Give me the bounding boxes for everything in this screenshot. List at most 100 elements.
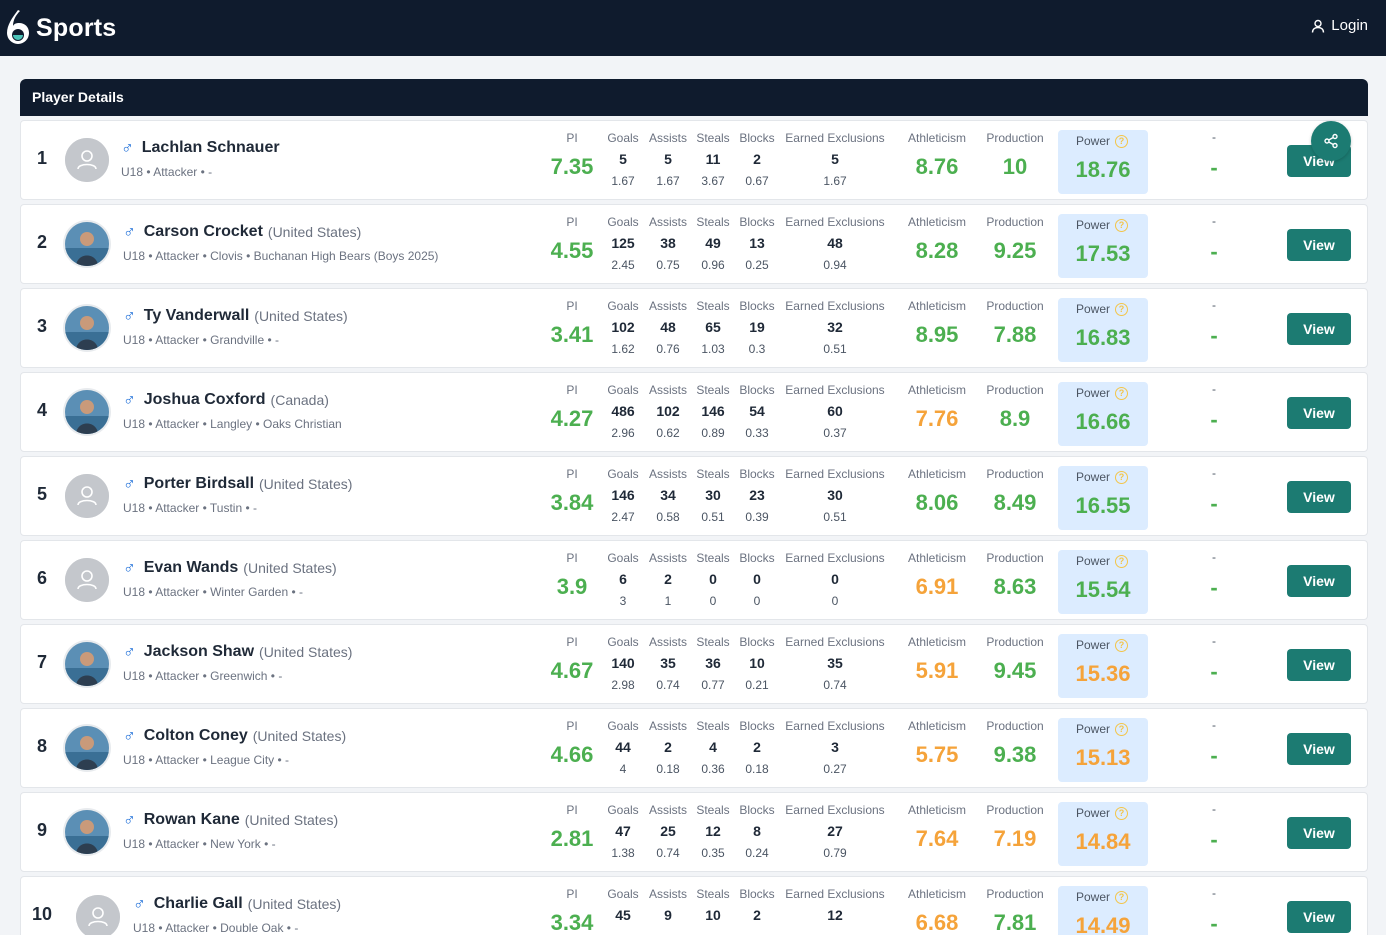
assists-label: Assists (648, 215, 687, 229)
steals-label: Steals (696, 719, 730, 733)
avatar-placeholder-icon[interactable] (65, 474, 109, 518)
player-row[interactable]: 5 ♂ Porter Birdsall (United States) U18 … (20, 456, 1368, 536)
player-photo[interactable] (65, 306, 109, 350)
blocks-label: Blocks (739, 887, 775, 901)
player-meta: U18 • Attacker • League City • - (123, 753, 290, 767)
production-value: 7.19 (993, 826, 1037, 851)
view-button[interactable]: View (1287, 733, 1351, 765)
player-row[interactable]: 1 ♂ Lachlan Schnauer U18 • Attacker • - … (20, 120, 1368, 200)
assists-avg: 0.76 (656, 342, 680, 356)
assists-value: 34 (660, 487, 676, 503)
player-name[interactable]: ♂ Lachlan Schnauer (121, 138, 285, 158)
player-row[interactable]: 10 ♂ Charlie Gall (United States) U18 • … (20, 876, 1368, 935)
assists-value: 38 (660, 235, 676, 251)
player-row[interactable]: 8 ♂ Colton Coney (United States) U18 • A… (20, 708, 1368, 788)
avatar-placeholder-icon[interactable] (65, 138, 109, 182)
help-icon[interactable]: ? (1115, 470, 1129, 484)
help-icon[interactable]: ? (1115, 890, 1129, 904)
player-name[interactable]: ♂ Charlie Gall (United States) (133, 894, 341, 914)
power-box: Power ? 18.76 (1058, 130, 1148, 194)
help-icon[interactable]: ? (1115, 386, 1129, 400)
view-button[interactable]: View (1287, 649, 1351, 681)
production-value: 8.49 (993, 490, 1037, 515)
rank: 5 (36, 484, 47, 504)
steals-value: 36 (705, 655, 721, 671)
player-photo[interactable] (65, 642, 109, 686)
help-icon[interactable]: ? (1115, 722, 1129, 736)
help-icon[interactable]: ? (1115, 638, 1129, 652)
assists-value: 2 (664, 571, 672, 587)
goals-avg: 2.45 (611, 258, 635, 272)
goals-label: Goals (607, 215, 639, 229)
avatar-placeholder-icon[interactable] (65, 558, 109, 602)
pi-value: 3.84 (550, 490, 594, 515)
player-name-text: Joshua Coxford (143, 391, 266, 408)
player-row[interactable]: 9 ♂ Rowan Kane (United States) U18 • Att… (20, 792, 1368, 872)
goals-value: 6 (619, 571, 627, 587)
assists-label: Assists (648, 551, 687, 565)
pi-label: PI (566, 467, 578, 481)
steals-value: 11 (705, 151, 721, 167)
view-button[interactable]: View (1287, 313, 1351, 345)
steals-avg: 1.03 (701, 342, 725, 356)
earned-exclusions-label: Earned Exclusions (785, 635, 885, 649)
player-name[interactable]: ♂ Ty Vanderwall (United States) (123, 306, 348, 326)
view-button[interactable]: View (1287, 397, 1351, 429)
help-icon[interactable]: ? (1115, 806, 1129, 820)
male-icon: ♂ (123, 558, 136, 577)
player-name-text: Colton Coney (143, 727, 248, 744)
view-button[interactable]: View (1287, 901, 1351, 933)
athleticism-label: Athleticism (907, 887, 966, 901)
help-icon[interactable]: ? (1115, 218, 1129, 232)
power-value: 16.55 (1075, 493, 1131, 518)
production-label: Production (986, 887, 1044, 901)
production-value: 7.81 (993, 910, 1037, 935)
share-button[interactable] (1311, 121, 1351, 161)
brand-logo[interactable]: Sports (4, 8, 116, 48)
assists-value: 48 (660, 319, 676, 335)
player-row[interactable]: 4 ♂ Joshua Coxford (Canada) U18 • Attack… (20, 372, 1368, 452)
athleticism-label: Athleticism (907, 131, 966, 145)
share-icon (1324, 133, 1338, 149)
login-button[interactable]: Login (1311, 17, 1368, 34)
view-button[interactable]: View (1287, 565, 1351, 597)
earned-exclusions-label: Earned Exclusions (785, 383, 885, 397)
player-row[interactable]: 2 ♂ Carson Crocket (United States) U18 •… (20, 204, 1368, 284)
production-value: 9.45 (993, 658, 1037, 683)
assists-value: 35 (660, 655, 676, 671)
production-label: Production (986, 803, 1044, 817)
player-name[interactable]: ♂ Rowan Kane (United States) (123, 810, 338, 830)
player-photo[interactable] (65, 810, 109, 854)
power-label: Power ? (1076, 806, 1129, 820)
view-button[interactable]: View (1287, 481, 1351, 513)
player-photo[interactable] (65, 222, 109, 266)
avatar-placeholder-icon[interactable] (76, 895, 120, 935)
help-icon[interactable]: ? (1115, 134, 1129, 148)
player-name[interactable]: ♂ Evan Wands (United States) (123, 558, 337, 578)
player-name[interactable]: ♂ Porter Birdsall (United States) (123, 474, 352, 494)
earned-exclusions-value: 27 (827, 823, 843, 839)
player-row[interactable]: 7 ♂ Jackson Shaw (United States) U18 • A… (20, 624, 1368, 704)
steals-avg: 0.77 (701, 678, 725, 692)
goals-avg: 4 (619, 762, 627, 776)
earned-exclusions-avg: 0.51 (823, 510, 847, 524)
help-icon[interactable]: ? (1115, 554, 1129, 568)
goals-avg: 1.67 (611, 174, 635, 188)
player-country: (United States) (259, 644, 353, 660)
view-button[interactable]: View (1287, 229, 1351, 261)
player-name[interactable]: ♂ Carson Crocket (United States) (123, 222, 361, 242)
player-row[interactable]: 6 ♂ Evan Wands (United States) U18 • Att… (20, 540, 1368, 620)
player-country: (Canada) (270, 392, 329, 408)
view-button[interactable]: View (1287, 817, 1351, 849)
player-name[interactable]: ♂ Colton Coney (United States) (123, 726, 346, 746)
goals-label: Goals (607, 887, 639, 901)
help-icon[interactable]: ? (1115, 302, 1129, 316)
player-row[interactable]: 3 ♂ Ty Vanderwall (United States) U18 • … (20, 288, 1368, 368)
rank: 7 (36, 652, 47, 672)
player-photo[interactable] (65, 726, 109, 770)
blocks-avg: 0.39 (745, 510, 769, 524)
player-name[interactable]: ♂ Jackson Shaw (United States) (123, 642, 352, 662)
player-photo[interactable] (65, 390, 109, 434)
earned-exclusions-label: Earned Exclusions (785, 803, 885, 817)
player-name[interactable]: ♂ Joshua Coxford (Canada) (123, 390, 329, 410)
